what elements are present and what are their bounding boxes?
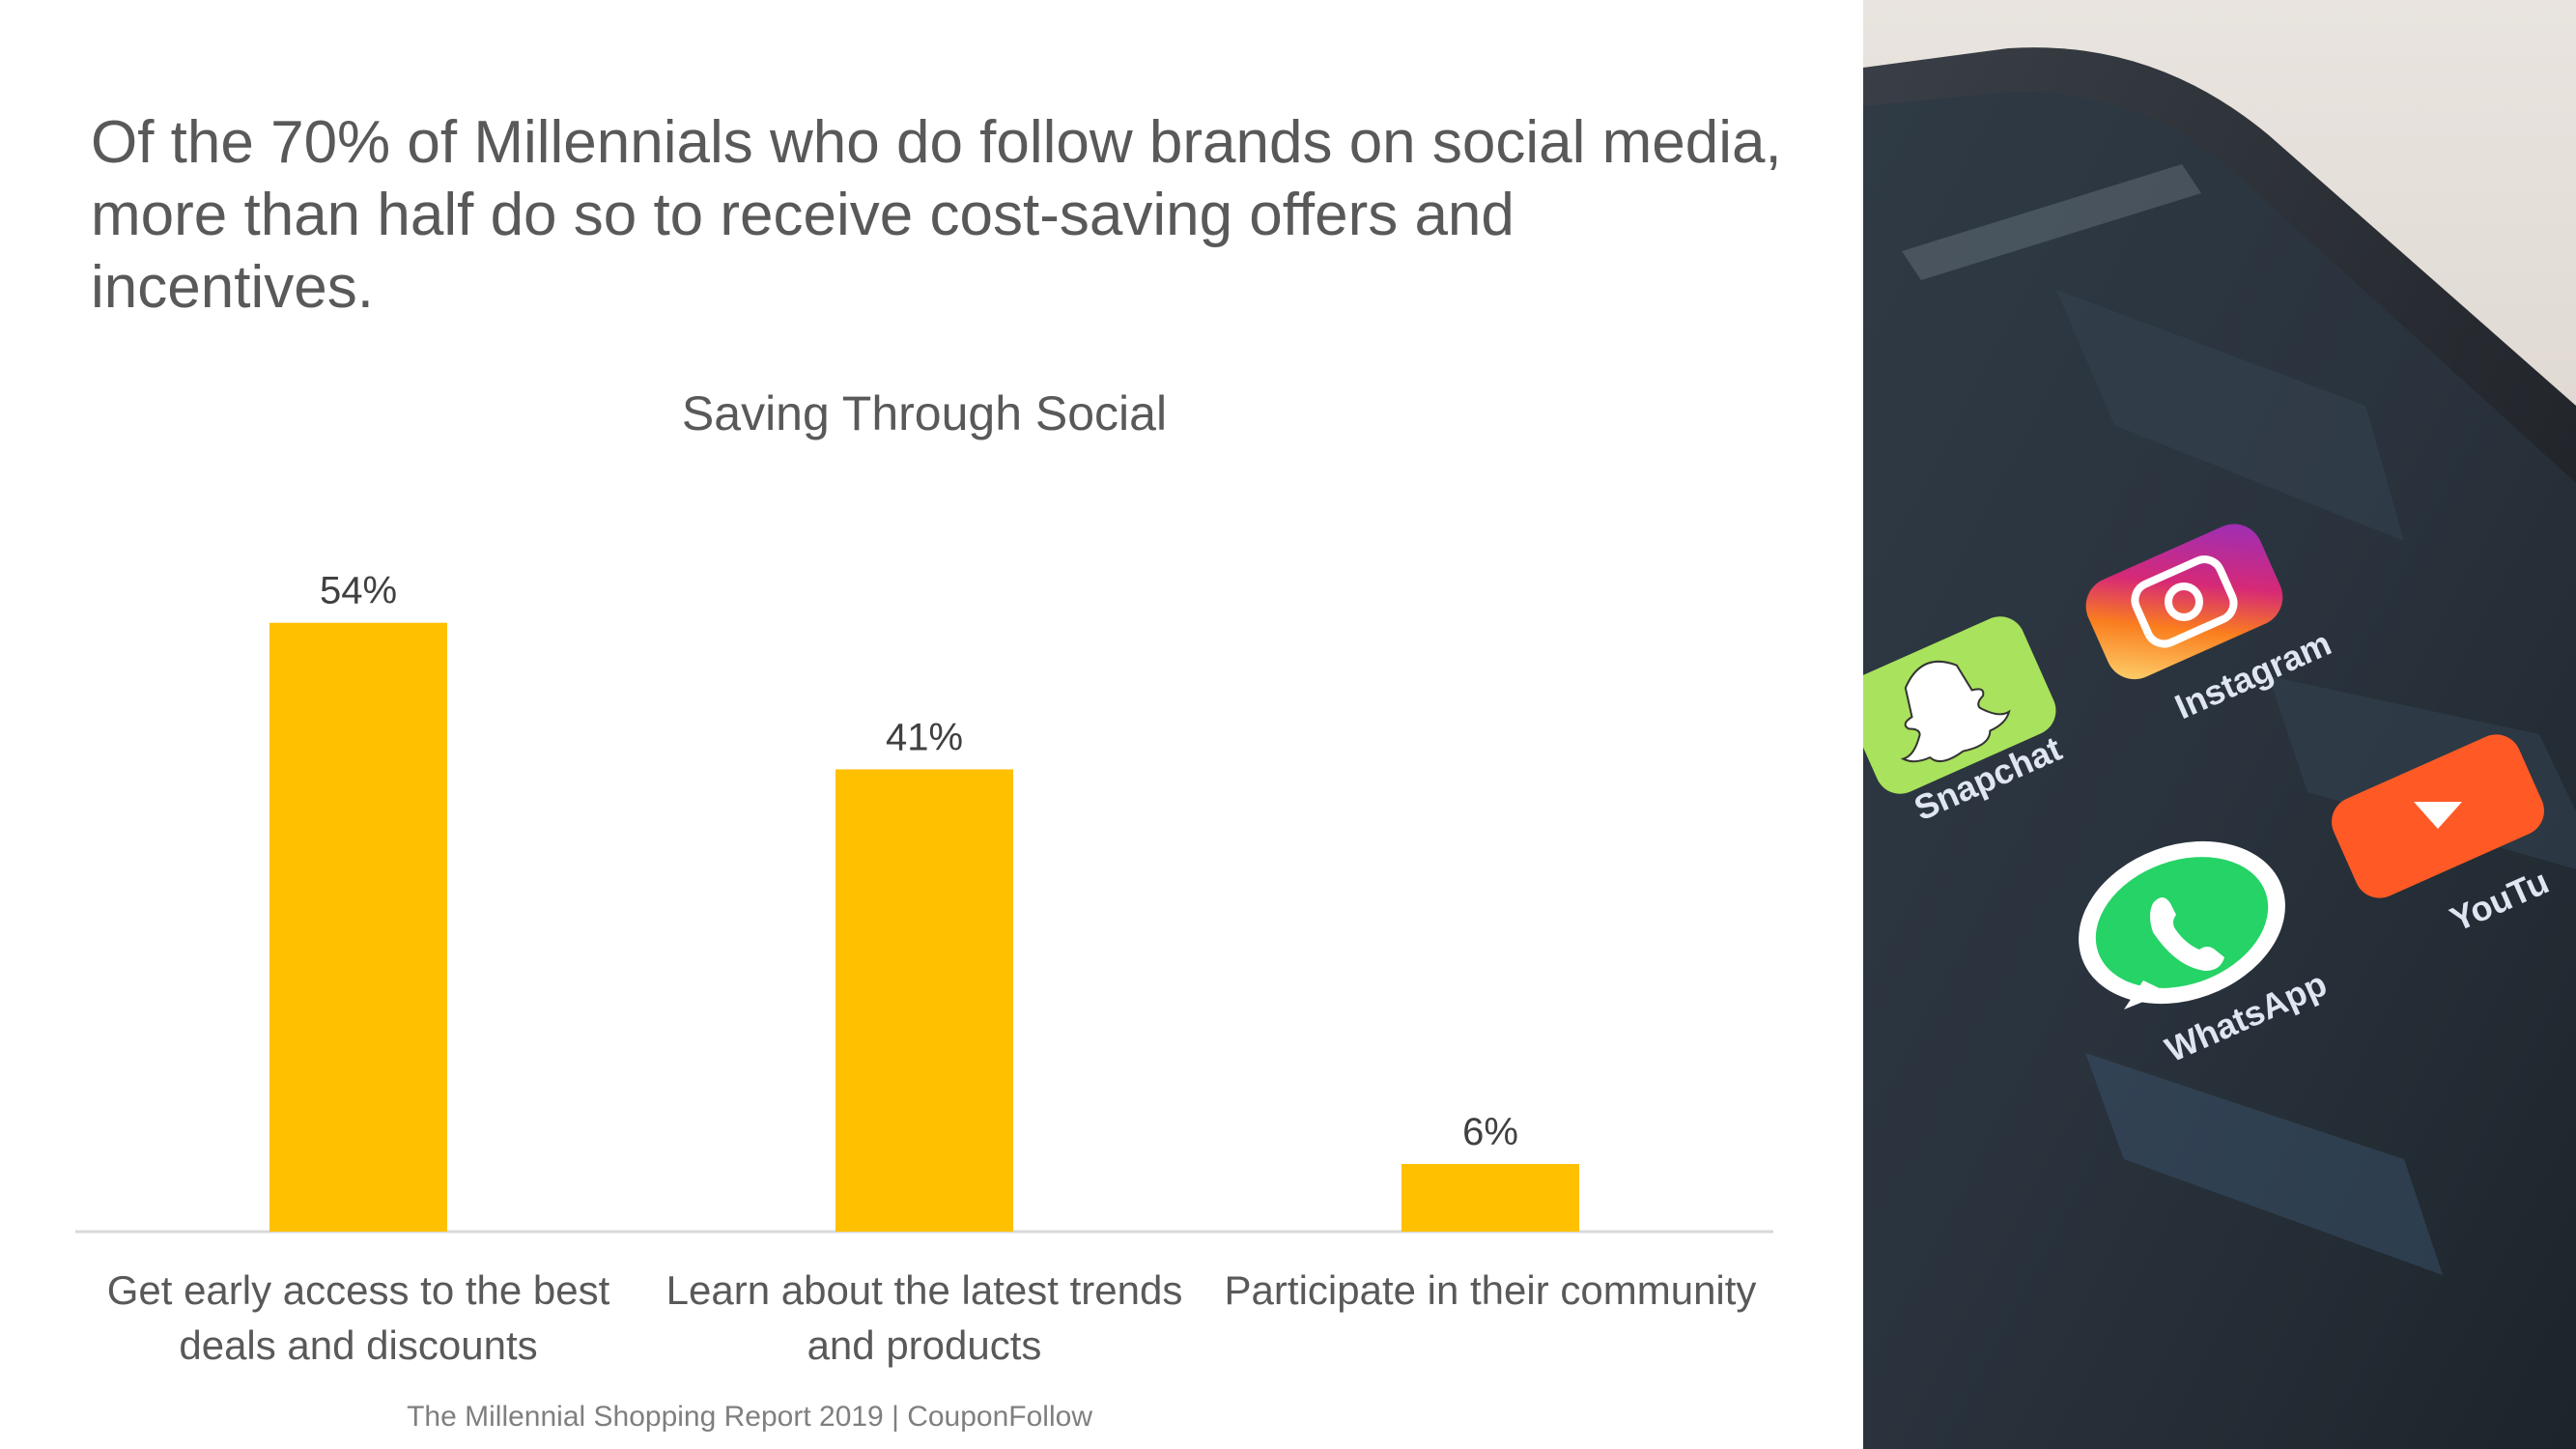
source-credit: The Millennial Shopping Report 2019 | Co… — [407, 1401, 1092, 1433]
category-label-1: Get early access to the best deals and di… — [107, 1267, 610, 1368]
data-label-1: 54% — [320, 570, 397, 612]
smartphone-photo: Snapchat Instagram WhatsApp YouTu — [1863, 0, 2576, 1449]
instagram-icon — [2085, 524, 2283, 680]
data-label-2: 41% — [886, 716, 963, 758]
category-label-3: Participate in their community — [1225, 1267, 1757, 1313]
category-label-line: deals and discounts — [179, 1322, 537, 1368]
bar-chart-svg: Saving Through Social 54% Get early access… — [75, 386, 1773, 1368]
category-label-2: Learn about the latest trends and product… — [666, 1267, 1183, 1368]
category-label-line: Participate in their community — [1225, 1267, 1757, 1313]
chart-title: Saving Through Social — [682, 386, 1167, 440]
bar-3 — [1401, 1163, 1579, 1232]
bar-chart: Saving Through Social 54% Get early access… — [75, 386, 1773, 1368]
bar-2 — [835, 769, 1013, 1232]
data-label-3: 6% — [1462, 1111, 1518, 1153]
whatsapp-icon — [2079, 840, 2285, 1009]
category-label-line: and products — [807, 1322, 1042, 1368]
bar-1 — [269, 622, 447, 1232]
category-label-line: Get early access to the best — [107, 1267, 610, 1313]
slide-headline: Of the 70% of Millennials who do follow … — [91, 109, 1782, 321]
category-label-line: Learn about the latest trends — [666, 1267, 1183, 1313]
phone-illustration: Snapchat Instagram WhatsApp YouTu — [1863, 47, 2576, 1449]
snapchat-icon — [1863, 616, 2056, 794]
slide-content: Of the 70% of Millennials who do follow … — [75, 109, 1782, 1433]
youtube-icon — [2332, 734, 2544, 898]
